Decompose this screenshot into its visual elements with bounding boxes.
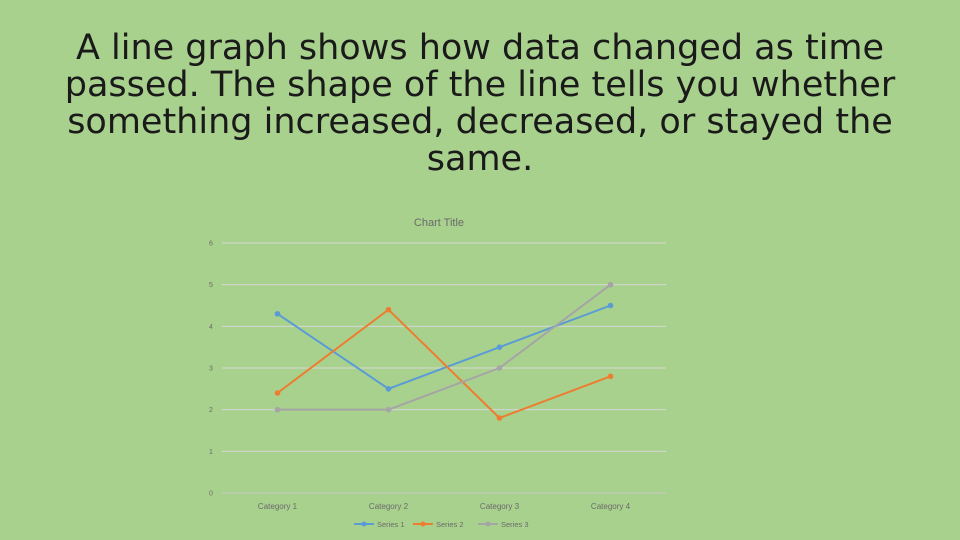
legend-swatch-marker <box>485 521 491 527</box>
series-line <box>276 304 611 390</box>
data-point <box>274 406 281 413</box>
slide-heading: A line graph shows how data changed as t… <box>60 30 900 178</box>
data-point <box>607 281 614 288</box>
y-tick-label: 5 <box>209 282 213 289</box>
legend-swatch-marker <box>361 521 367 527</box>
y-tick-label: 6 <box>209 241 213 248</box>
legend-swatch-marker <box>420 521 426 527</box>
data-point <box>496 365 503 371</box>
heading-line-4: same. <box>426 139 534 179</box>
legend: Series 1 Series 2 Series 3 <box>354 520 529 529</box>
series-line <box>276 308 611 419</box>
data-point <box>385 386 392 392</box>
x-axis-categories: Category 1 Category 2 Category 3 Category 4 <box>258 502 631 511</box>
legend-label: Series 2 <box>436 520 464 529</box>
series-3 <box>274 281 614 413</box>
legend-label: Series 1 <box>377 520 405 529</box>
y-axis-ticks: 0 1 2 3 4 5 6 <box>209 241 213 498</box>
series-2 <box>274 306 614 421</box>
gridlines <box>222 242 666 494</box>
heading-line-2: passed. The shape of the line tells you … <box>64 65 896 105</box>
y-tick-label: 1 <box>209 449 213 456</box>
data-point <box>385 306 392 313</box>
data-point <box>496 415 503 421</box>
heading-line-3: something increased, decreased, or staye… <box>67 102 893 142</box>
data-point <box>607 373 614 380</box>
y-tick-label: 3 <box>209 366 213 373</box>
data-point <box>274 390 281 396</box>
x-category-label: Category 2 <box>369 502 409 511</box>
data-point <box>274 311 281 317</box>
chart-title: Chart Title <box>414 217 464 229</box>
y-tick-label: 0 <box>209 491 213 498</box>
series-1 <box>274 302 614 392</box>
data-point <box>496 344 503 350</box>
x-category-label: Category 1 <box>258 502 298 511</box>
y-tick-label: 2 <box>209 407 213 414</box>
data-point <box>385 406 392 413</box>
y-tick-label: 4 <box>209 324 213 331</box>
data-point <box>607 302 614 309</box>
x-category-label: Category 4 <box>591 502 631 511</box>
series-layer <box>274 281 614 421</box>
heading-line-1: A line graph shows how data changed as t… <box>75 28 885 68</box>
series-line <box>277 283 612 411</box>
x-category-label: Category 3 <box>480 502 520 511</box>
legend-label: Series 3 <box>501 520 529 529</box>
